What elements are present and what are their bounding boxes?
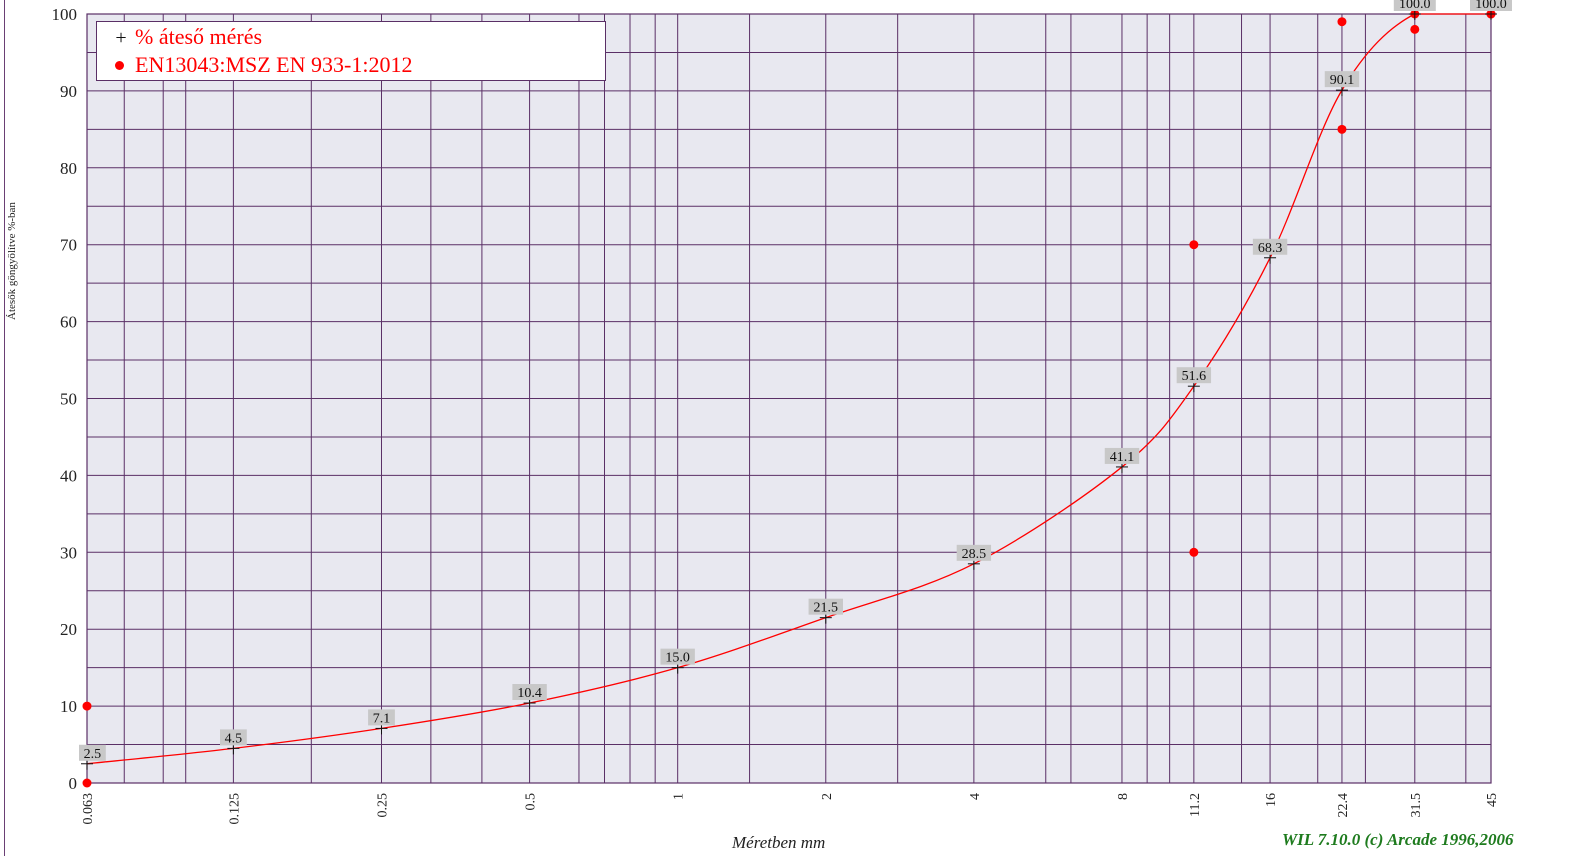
legend-label-standard: EN13043:MSZ EN 933-1:2012 [135,52,413,77]
data-label: 21.5 [814,601,839,616]
data-label-bg [1104,447,1140,464]
y-tick-label: 10 [60,697,77,716]
legend-item-measurement: + % áteső mérés [107,24,262,50]
data-label-bg [956,544,992,561]
data-label-bg [660,648,695,665]
data-label: 68.3 [1258,241,1283,256]
legend-label-measurement: % áteső mérés [135,24,263,49]
y-tick-label: 80 [60,159,77,178]
data-label: 90.1 [1330,73,1355,88]
data-label: 2.5 [84,747,102,762]
data-label: 10.4 [517,686,542,701]
legend: + % áteső mérés EN13043:MSZ EN 933-1:2012 [96,21,606,81]
y-tick-label: 0 [69,774,78,793]
data-label: 4.5 [225,731,243,746]
x-tick-label: 11.2 [1188,793,1203,817]
data-label: 100.0 [1399,0,1431,12]
y-tick-label: 30 [60,543,77,562]
data-label: 41.1 [1110,450,1135,465]
standard-limit-point [1410,24,1420,34]
x-tick-label: 8 [1116,793,1131,800]
software-credit: WIL 7.10.0 (c) Arcade 1996,2006 [1282,830,1514,849]
data-label-bg [1252,238,1288,255]
standard-limit-point [1189,240,1199,250]
legend-item-standard: EN13043:MSZ EN 933-1:2012 [107,52,412,78]
x-tick-label: 45 [1485,793,1500,807]
x-tick-label: 16 [1264,793,1279,807]
data-label-bg [368,709,395,726]
y-tick-label: 90 [60,82,77,101]
x-tick-label: 0.125 [227,793,242,825]
y-axis-label: Átesők göngyölítve %-ban [6,202,18,320]
data-label-bg [808,598,843,615]
plot-frame [86,13,1492,784]
data-label: 51.6 [1182,369,1207,384]
data-label-bg [1324,71,1360,88]
standard-limit-point [82,778,92,788]
y-tick-label: 70 [60,236,77,255]
data-label: 7.1 [373,711,391,726]
standard-limit-point [1337,17,1347,27]
data-label: 15.0 [665,651,690,666]
x-tick-label: 4 [968,793,983,800]
x-tick-label: 0.063 [81,793,96,825]
y-tick-label: 20 [60,620,77,639]
x-tick-label: 1 [672,793,687,800]
data-label-bg [1393,0,1436,11]
x-tick-label: 22.4 [1336,793,1351,818]
y-tick-label: 50 [60,390,77,409]
data-label: 100.0 [1475,0,1507,12]
data-label-bg [1176,367,1212,384]
y-tick-label: 60 [60,313,77,332]
standard-limit-point [82,701,92,711]
plus-marker-icon: + [115,27,127,49]
data-label-bg [79,744,106,761]
x-tick-label: 0.5 [524,793,539,811]
x-tick-label: 0.25 [375,793,390,818]
dot-marker-icon [115,60,124,70]
x-tick-label: 31.5 [1409,793,1424,818]
y-tick-label: 100 [52,5,78,24]
data-label-bg [219,729,247,746]
x-axis-label: Méretben mm [732,833,826,852]
standard-limit-point [1337,124,1347,134]
x-tick-label: 2 [820,793,835,800]
data-label-bg [1470,0,1512,11]
left-frame-line [4,0,5,856]
data-label: 28.5 [962,547,987,562]
y-tick-label: 40 [60,466,77,485]
standard-limit-point [1189,547,1199,557]
data-label-bg [512,684,547,701]
